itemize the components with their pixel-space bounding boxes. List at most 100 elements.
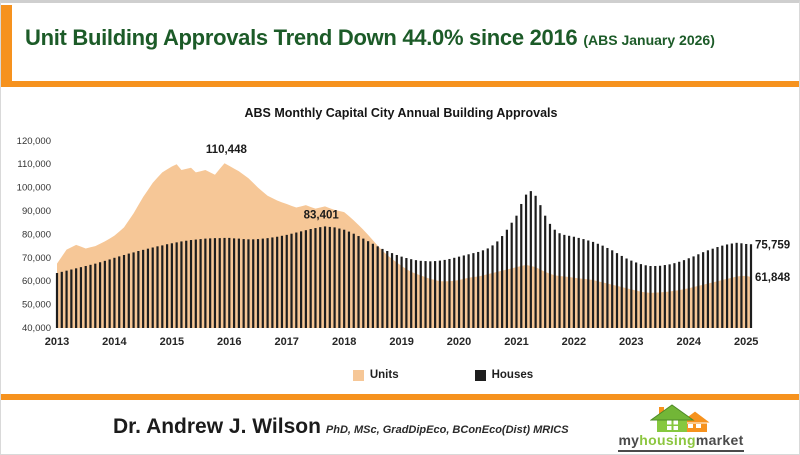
houses-bar (615, 253, 619, 328)
houses-bar (151, 247, 154, 328)
houses-bar (295, 232, 298, 328)
houses-bar (654, 265, 657, 328)
houses-bar (639, 264, 643, 328)
houses-bar (568, 235, 571, 328)
houses-bar (237, 238, 240, 328)
houses-bar (611, 250, 614, 328)
houses-bar (505, 229, 508, 328)
houses-bar (228, 237, 231, 328)
houses-bar (467, 254, 470, 328)
houses-bar (596, 243, 599, 328)
brand-wordmark: myhousingmarket (618, 432, 744, 452)
y-axis-tick: 40,000 (22, 323, 51, 334)
houses-bar (98, 262, 102, 328)
x-axis-tick: 2018 (332, 336, 356, 348)
y-axis-tick: 80,000 (22, 229, 51, 240)
x-axis-tick: 2021 (504, 336, 528, 348)
houses-bar (209, 238, 212, 328)
chart-plot-area: 40,000 50,000 60,000 70,000 80,000 90,000 100,… (17, 136, 791, 348)
houses-bar (630, 260, 633, 328)
houses-bar (668, 264, 671, 328)
houses-bar (213, 238, 217, 328)
houses-bar (658, 265, 662, 328)
houses-bar (749, 244, 753, 328)
units-area-series (57, 163, 751, 328)
houses-bar (395, 254, 398, 328)
houses-bar (89, 264, 92, 328)
houses-bar (304, 230, 307, 328)
footer-divider (1, 394, 799, 400)
legend-swatch (474, 369, 486, 381)
houses-bar (577, 237, 580, 328)
houses-bar (745, 243, 748, 328)
houses-bar (587, 240, 590, 328)
chart-legend: Units Houses (43, 369, 799, 381)
houses-bar (156, 246, 159, 328)
houses-bar (477, 251, 480, 328)
houses-bar (137, 251, 140, 328)
houses-bar (558, 233, 561, 328)
houses-bar (223, 237, 226, 328)
houses-bar (730, 243, 733, 328)
houses-bar (740, 243, 743, 328)
houses-bar (242, 239, 245, 328)
house-icon (650, 404, 712, 432)
houses-bar (194, 239, 197, 328)
houses-bar (721, 245, 724, 328)
houses-bar (367, 241, 370, 328)
brand-word-my: my (618, 432, 640, 448)
houses-bar (343, 229, 346, 328)
houses-bar (481, 250, 485, 328)
x-axis-tick: 2022 (562, 336, 586, 348)
houses-bar (544, 215, 547, 328)
data-label: 83,401 (304, 209, 340, 221)
houses-bar (165, 244, 169, 328)
houses-bar (548, 223, 552, 328)
houses-bar (94, 263, 97, 328)
y-axis-tick: 120,000 (17, 136, 51, 147)
houses-bar (79, 267, 83, 328)
data-label: 110,448 (206, 144, 248, 156)
y-axis-tick: 70,000 (22, 253, 51, 264)
houses-bar (146, 248, 150, 328)
brand-logo: myhousingmarket (611, 404, 751, 452)
houses-bar (390, 253, 394, 328)
houses-bar (687, 258, 690, 328)
brand-word-housing: housing (639, 432, 696, 448)
author-block: Dr. Andrew J. Wilson PhD, MSc, GradDipEco… (113, 415, 569, 439)
legend-swatch (352, 369, 364, 381)
houses-bar (472, 253, 475, 328)
houses-bar (256, 239, 260, 328)
houses-bar (692, 256, 695, 328)
brand-word-market: market (695, 432, 744, 448)
houses-bar (280, 235, 284, 328)
houses-bar (161, 245, 164, 328)
y-axis-tick: 100,000 (17, 183, 51, 194)
houses-bar (271, 237, 274, 328)
legend-item-units: Units (352, 369, 399, 381)
houses-bar (682, 260, 686, 328)
houses-bar (520, 203, 523, 328)
legend-label: Units (369, 369, 399, 381)
houses-bar (735, 242, 738, 328)
houses-bar (103, 260, 106, 328)
houses-bar (261, 238, 264, 328)
houses-bar (84, 265, 87, 328)
x-axis-tick: 2019 (389, 336, 413, 348)
houses-bar (113, 257, 116, 328)
houses-bar (300, 231, 303, 328)
houses-bar (438, 260, 441, 328)
houses-bar (180, 241, 183, 328)
houses-bar (118, 256, 121, 328)
chart-title: ABS Monthly Capital City Annual Building… (244, 106, 558, 120)
data-label: 75,759 (755, 239, 790, 251)
houses-bar (663, 265, 666, 328)
houses-bar (132, 252, 135, 328)
houses-bar (434, 261, 437, 328)
houses-bar (266, 238, 269, 328)
houses-bar (352, 233, 355, 328)
legend-item-houses: Houses (474, 369, 533, 381)
houses-bar (635, 262, 638, 328)
houses-bar (572, 236, 576, 328)
houses-bar (108, 259, 111, 328)
